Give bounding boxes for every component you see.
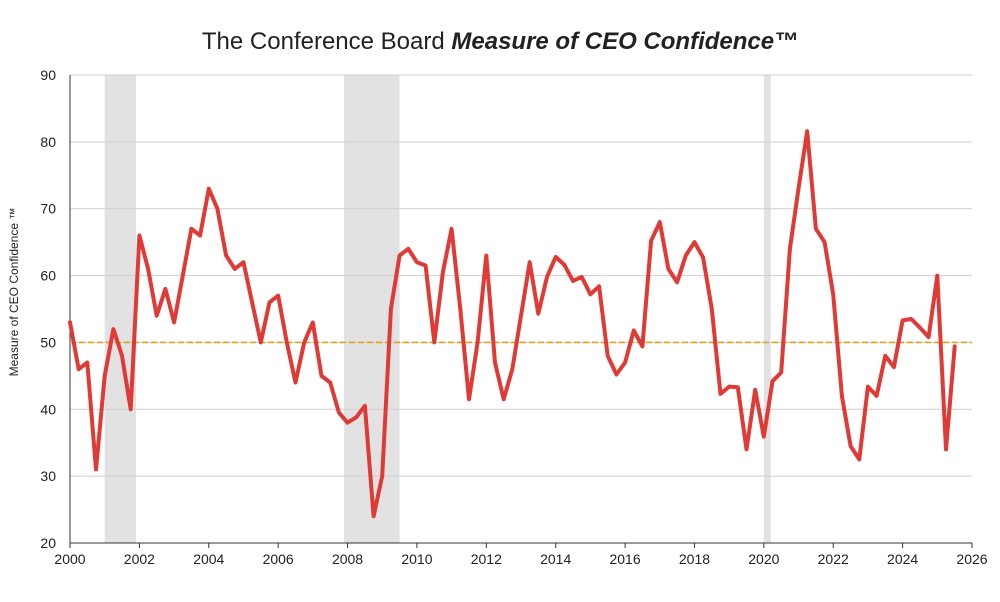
x-tick-label-2008: 2008 (332, 551, 363, 567)
x-tick-label-2006: 2006 (263, 551, 294, 567)
x-tick-label-2016: 2016 (609, 551, 640, 567)
recession-band-2 (763, 75, 771, 543)
x-tick-label-2026: 2026 (956, 551, 987, 567)
recession-band-0 (104, 75, 136, 543)
series-points-0 (68, 129, 957, 518)
series-line-0 (68, 129, 957, 519)
x-tick-label-2002: 2002 (124, 551, 155, 567)
x-tick-label-2020: 2020 (748, 551, 779, 567)
y-tick-label-50: 50 (40, 334, 56, 350)
x-tick-label-2014: 2014 (540, 551, 571, 567)
y-tick-label-30: 30 (40, 468, 56, 484)
chart-title-emphasis: Measure of CEO Confidence™ (451, 28, 799, 55)
x-tick-label-2018: 2018 (679, 551, 710, 567)
y-tick-label-90: 90 (40, 67, 56, 83)
x-tick-label-2024: 2024 (887, 551, 918, 567)
chart-title-plain: The Conference Board (201, 28, 452, 55)
chart-title: The Conference Board Measure of CEO Conf… (0, 28, 1000, 56)
y-tick-label-20: 20 (40, 535, 56, 551)
x-tick-label-2004: 2004 (193, 551, 224, 567)
y-tick-label-70: 70 (40, 201, 56, 217)
x-tick-label-2000: 2000 (54, 551, 85, 567)
y-tick-label-40: 40 (40, 401, 56, 417)
y-tick-label-80: 80 (40, 134, 56, 150)
x-tick-label-2022: 2022 (818, 551, 849, 567)
x-tick-label-2010: 2010 (401, 551, 432, 567)
x-tick-label-2012: 2012 (471, 551, 502, 567)
y-tick-label-60: 60 (40, 268, 56, 284)
